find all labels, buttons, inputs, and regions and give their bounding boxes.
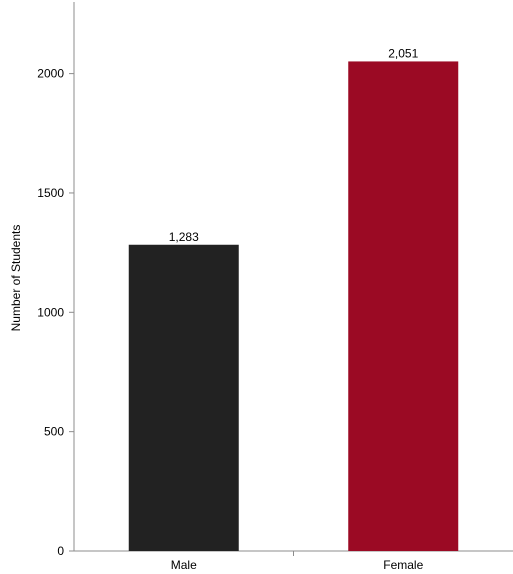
bar-female	[348, 61, 459, 552]
x-tick-label-female: Female	[383, 558, 423, 572]
y-axis-title: Number of Students	[9, 225, 23, 332]
x-tick-label-male: Male	[171, 558, 197, 572]
bar-male	[128, 244, 239, 551]
y-tick-label: 2000	[37, 67, 64, 81]
data-label-male: 1,283	[169, 230, 199, 244]
y-tick-label: 500	[44, 425, 64, 439]
labels: 0 500 1000 1500 2000 1,283 Male 2,051 Female	[37, 46, 423, 572]
data-label-female: 2,051	[388, 46, 418, 60]
bars	[128, 61, 459, 552]
y-tick-label: 1000	[37, 305, 64, 319]
y-tick-label: 0	[57, 544, 64, 558]
y-tick-label: 1500	[37, 186, 64, 200]
